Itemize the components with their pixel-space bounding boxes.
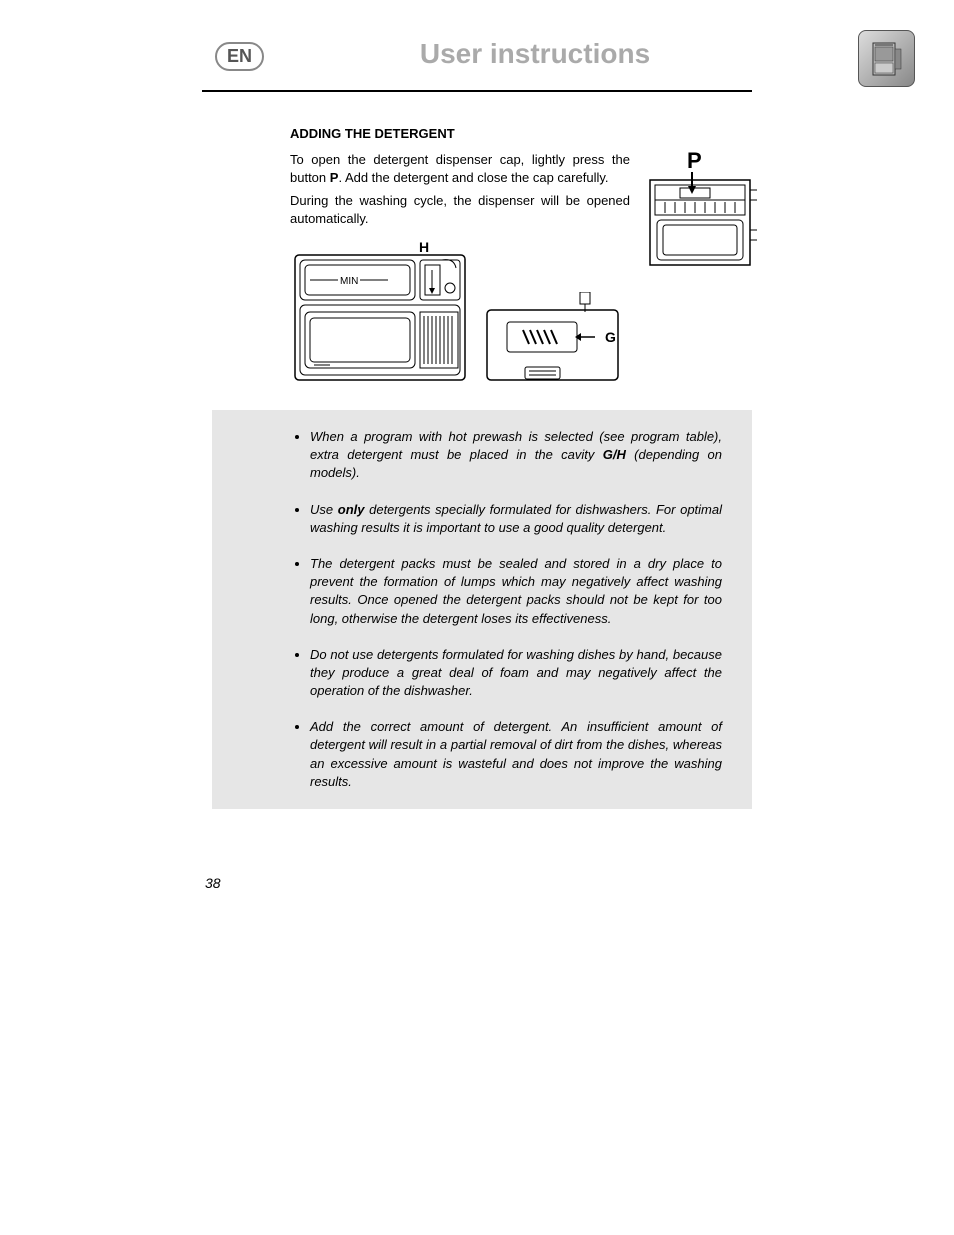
- page-header: EN User instructions: [155, 30, 915, 90]
- tip-item-3: The detergent packs must be sealed and s…: [310, 555, 722, 628]
- page-number: 38: [205, 875, 221, 891]
- label-g: G: [605, 329, 616, 345]
- diagram-dispenser-p: P: [645, 150, 760, 270]
- section-adding-detergent: ADDING THE DETERGENT To open the deterge…: [290, 125, 630, 232]
- label-h: H: [419, 240, 429, 255]
- diagram-dispenser-g: G: [485, 292, 620, 385]
- section-heading: ADDING THE DETERGENT: [290, 125, 630, 143]
- tip-item-4: Do not use detergents formulated for was…: [310, 646, 722, 701]
- label-p: P: [687, 150, 702, 173]
- diagram-dispenser-h: H MIN: [290, 240, 470, 385]
- section-paragraph-2: During the washing cycle, the dispenser …: [290, 192, 630, 228]
- label-min: MIN: [340, 276, 358, 287]
- tip-item-1: When a program with hot prewash is selec…: [310, 428, 722, 483]
- tip-item-5: Add the correct amount of detergent. An …: [310, 718, 722, 791]
- header-divider: [202, 90, 752, 92]
- section-paragraph-1: To open the detergent dispenser cap, lig…: [290, 151, 630, 187]
- page-title: User instructions: [155, 38, 915, 70]
- manual-page: EN User instructions ADDING THE DETERGEN…: [0, 0, 954, 1235]
- tip-item-2: Use only detergents specially formulated…: [310, 501, 722, 537]
- dishwasher-icon: [858, 30, 915, 87]
- tips-box: When a program with hot prewash is selec…: [212, 410, 752, 809]
